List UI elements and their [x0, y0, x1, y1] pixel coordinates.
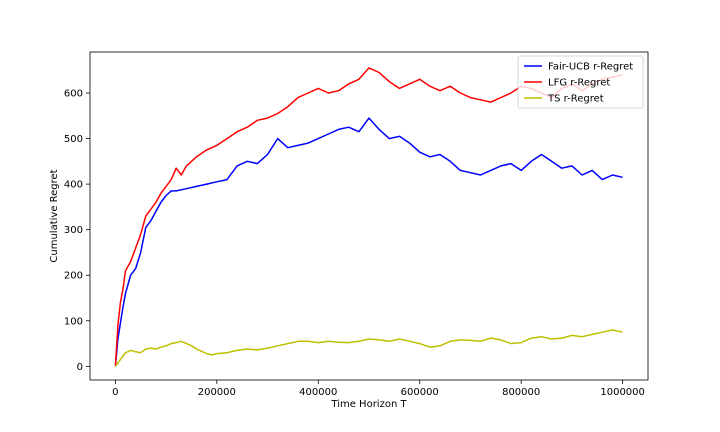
y-tick-label: 100 [64, 316, 83, 327]
legend-label-2: TS r-Regret [547, 94, 604, 105]
x-tick-label: 400000 [299, 387, 337, 398]
legend: Fair-UCB r-Regret LFG r-Regret TS r-Regret [517, 55, 644, 109]
y-tick-label: 600 [64, 89, 83, 100]
y-axis-ticks: 0 100 200 300 400 500 600 [64, 89, 90, 373]
legend-label-1: LFG r-Regret [548, 78, 610, 89]
x-tick-label: 0 [112, 387, 118, 398]
x-tick-label: 800000 [502, 387, 540, 398]
y-tick-label: 500 [64, 134, 83, 145]
y-tick-label: 400 [64, 180, 83, 191]
x-tick-label: 200000 [198, 387, 236, 398]
legend-label-0: Fair-UCB r-Regret [548, 62, 633, 73]
y-tick-label: 0 [77, 362, 83, 373]
y-tick-label: 200 [64, 271, 83, 282]
x-tick-label: 600000 [401, 387, 439, 398]
series-line-0 [114, 117, 623, 367]
x-axis-ticks: 0 200000 400000 600000 800000 1000000 [112, 380, 645, 398]
y-axis-label: Cumulative Regret [49, 169, 60, 262]
plot-frame [89, 51, 649, 381]
legend-box [517, 55, 644, 109]
y-tick-label: 300 [64, 225, 83, 236]
series-line-2 [114, 329, 623, 367]
x-tick-label: 1000000 [600, 387, 645, 398]
x-axis-label: Time Horizon T [330, 399, 407, 410]
